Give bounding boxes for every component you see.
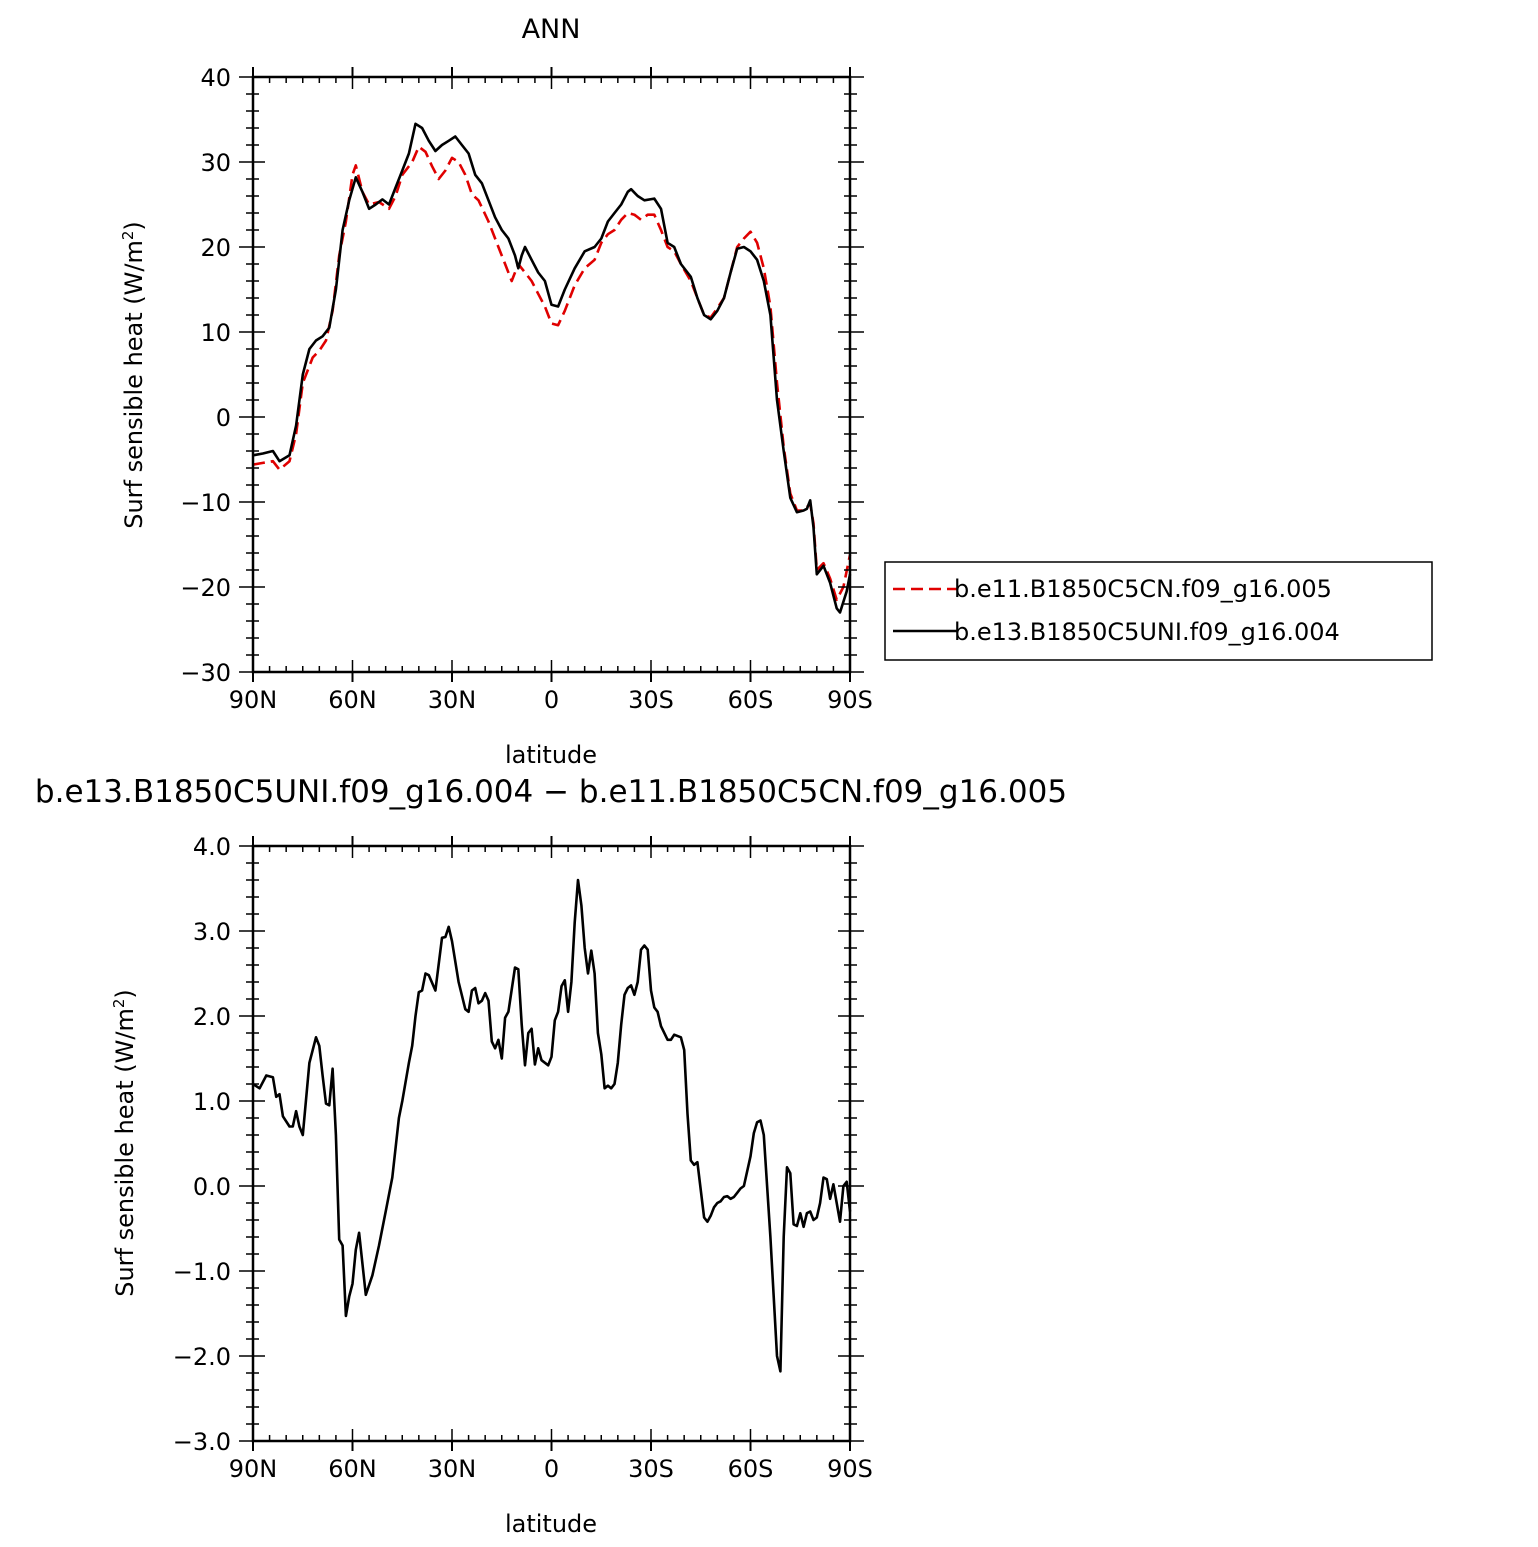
bottom-y-tick-label: −2.0	[173, 1343, 231, 1371]
top-series-line-2	[252, 122, 852, 614]
top-y-tick-label: 40	[200, 64, 231, 92]
top-y-axis-label: Surf sensible heat (W/m2)	[119, 221, 148, 529]
top-y-tick-label: −20	[180, 574, 231, 602]
bottom-y-tick-label: −1.0	[173, 1258, 231, 1286]
bottom-plot-frame	[251, 844, 852, 1443]
top-x-tick-label: 30S	[628, 686, 674, 714]
bottom-x-tick-label: 0	[544, 1455, 559, 1483]
bottom-y-tick-label: 1.0	[193, 1088, 231, 1116]
top-series-line-1	[252, 145, 852, 602]
bottom-panel: b.e13.B1850C5UNI.f09_g16.004 − b.e11.B18…	[35, 774, 1067, 1538]
bottom-chart-title: b.e13.B1850C5UNI.f09_g16.004 − b.e11.B18…	[35, 774, 1067, 810]
bottom-y-tick-label: 3.0	[193, 918, 231, 946]
top-x-axis-label: latitude	[505, 741, 597, 769]
top-chart-title: ANN	[522, 14, 581, 45]
top-x-tick-label: 60S	[728, 686, 774, 714]
bottom-y-tick-label: 4.0	[193, 833, 231, 861]
top-y-tick-label: −10	[180, 489, 231, 517]
top-axis-ticks: 90N 60N 30N 0 30S 60S 90S 40 30 20 10 0 −10 −20 −30	[180, 64, 873, 714]
bottom-x-tick-label: 90S	[827, 1455, 873, 1483]
bottom-axis-ticks: 90N 60N 30N 0 30S 60S 90S 4.0 3.0 2.0 1.0 0.0 −1.0 −2…	[173, 833, 873, 1483]
top-y-tick-label: 0	[216, 404, 231, 432]
legend-label-series-1: b.e11.B1850C5CN.f09_g16.005	[954, 575, 1332, 603]
top-x-tick-label: 60N	[328, 686, 377, 714]
bottom-y-axis-label: Surf sensible heat (W/m2)	[110, 989, 139, 1297]
top-x-tick-label: 0	[544, 686, 559, 714]
top-plot-frame	[251, 75, 852, 674]
bottom-series-line-1	[252, 878, 852, 1373]
top-y-tick-label: 30	[200, 149, 231, 177]
top-x-tick-label: 90S	[827, 686, 873, 714]
bottom-y-tick-label: 0.0	[193, 1173, 231, 1201]
top-x-tick-label: 90N	[229, 686, 278, 714]
bottom-x-tick-label: 30S	[628, 1455, 674, 1483]
top-series-group	[252, 122, 852, 614]
bottom-x-axis-label: latitude	[505, 1510, 597, 1538]
bottom-x-tick-label: 30N	[428, 1455, 477, 1483]
bottom-x-tick-label: 90N	[229, 1455, 278, 1483]
bottom-x-tick-label: 60S	[728, 1455, 774, 1483]
legend-label-series-2: b.e13.B1850C5UNI.f09_g16.004	[954, 618, 1340, 646]
bottom-y-tick-label: 2.0	[193, 1003, 231, 1031]
top-panel: ANN 90N 60N 30N 0 30S 60S 90S 40 30 20 10 0 −10 −20 −3…	[119, 14, 1433, 769]
legend: b.e11.B1850C5CN.f09_g16.005 b.e13.B1850C…	[884, 561, 1433, 661]
top-y-tick-label: 10	[200, 319, 231, 347]
top-x-tick-label: 30N	[428, 686, 477, 714]
bottom-series-group	[252, 878, 852, 1373]
top-y-tick-label: 20	[200, 234, 231, 262]
top-y-tick-label: −30	[180, 659, 231, 687]
bottom-y-tick-label: −3.0	[173, 1428, 231, 1456]
legend-box	[884, 561, 1433, 661]
bottom-x-tick-label: 60N	[328, 1455, 377, 1483]
